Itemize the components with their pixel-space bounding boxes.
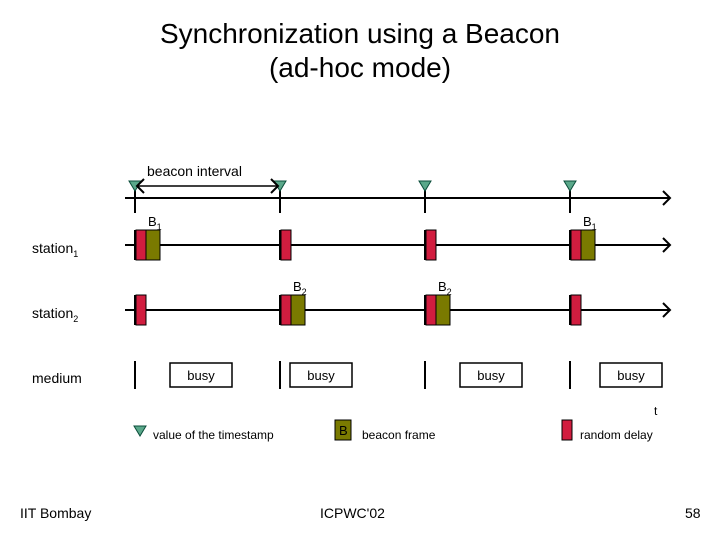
svg-text:B1: B1 <box>583 214 597 232</box>
svg-text:B2: B2 <box>293 279 307 297</box>
svg-text:B: B <box>339 423 348 438</box>
svg-text:B1: B1 <box>148 214 162 232</box>
svg-text:busy: busy <box>187 368 215 383</box>
svg-text:busy: busy <box>477 368 505 383</box>
svg-text:busy: busy <box>617 368 645 383</box>
slide-root: { "title_line1": "Synchronization using … <box>0 0 720 540</box>
svg-text:busy: busy <box>307 368 335 383</box>
diagram-svg: B1 B1 B2 B2 busy busy busy busy B <box>0 0 720 540</box>
svg-text:B2: B2 <box>438 279 452 297</box>
